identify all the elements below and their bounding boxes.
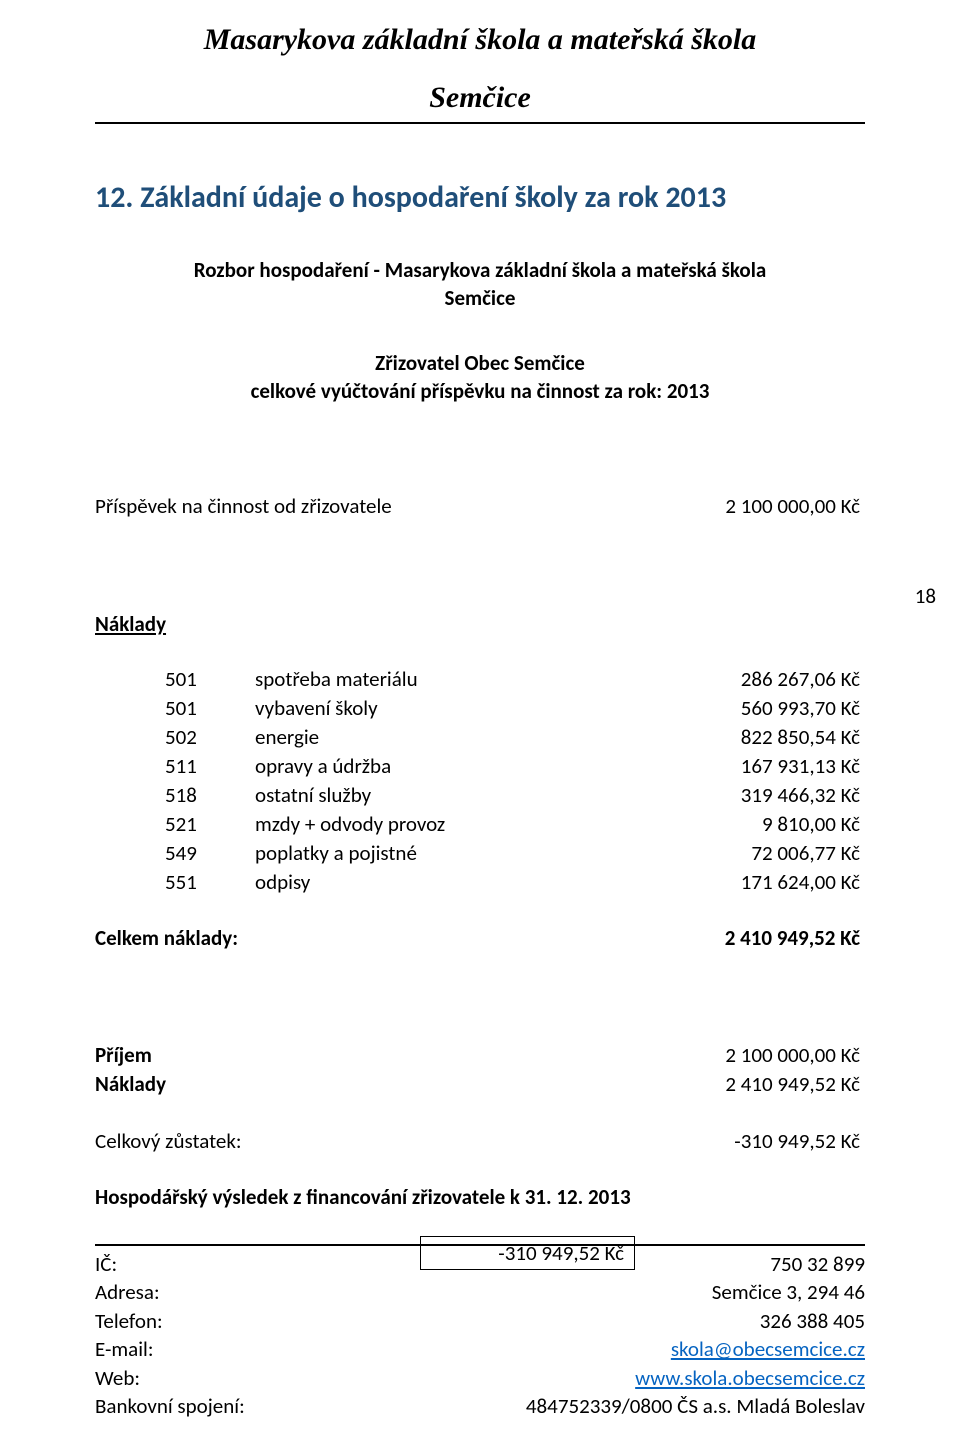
zrizovatel-line2: celkové vyúčtování příspěvku na činnost … [95,377,865,405]
cost-row: 549poplatky a pojistné72 006,77 Kč [95,839,865,868]
footer-value: 750 32 899 [395,1250,865,1279]
cost-desc: mzdy + odvody provoz [255,810,610,839]
prispevek-value: 2 100 000,00 Kč [615,493,860,519]
footer-value: 484752339/0800 ČS a.s. Mladá Boleslav [395,1392,865,1421]
cost-row: 551odpisy171 624,00 Kč [95,868,865,897]
cost-code: 521 [95,810,255,839]
cost-row: 518ostatní služby319 466,32 Kč [95,781,865,810]
footer-row: Web:www.skola.obecsemcice.cz [95,1364,865,1393]
cost-amount: 286 267,06 Kč [610,665,860,694]
subtitle-line1: Rozbor hospodaření - Masarykova základní… [95,256,865,284]
naklady-row: Náklady 2 410 949,52 Kč [95,1070,865,1099]
org-title-line1: Masarykova základní škola a mateřská ško… [95,0,865,58]
cost-amount: 72 006,77 Kč [610,839,860,868]
cost-amount: 9 810,00 Kč [610,810,860,839]
celkem-naklady-row: Celkem náklady: 2 410 949,52 Kč [95,925,865,951]
celkem-naklady-value: 2 410 949,52 Kč [610,925,860,951]
cost-desc: spotřeba materiálu [255,665,610,694]
naklady-sum-value: 2 410 949,52 Kč [610,1070,860,1099]
celkem-naklady-label: Celkem náklady: [95,925,610,951]
cost-code: 551 [95,868,255,897]
footer-link[interactable]: skola@obecsemcice.cz [395,1335,865,1364]
cost-desc: odpisy [255,868,610,897]
cost-table: 501spotřeba materiálu286 267,06 Kč501vyb… [95,665,865,897]
footer-label: E-mail: [95,1335,395,1364]
naklady-heading: Náklady [95,611,865,637]
cost-amount: 560 993,70 Kč [610,694,860,723]
cost-code: 549 [95,839,255,868]
cost-desc: opravy a údržba [255,752,610,781]
cost-desc: vybavení školy [255,694,610,723]
cost-row: 521mzdy + odvody provoz9 810,00 Kč [95,810,865,839]
footer-label: Bankovní spojení: [95,1392,395,1421]
footer-label: Web: [95,1364,395,1393]
footer-divider [95,1244,865,1246]
page-number: 18 [915,583,936,609]
cost-desc: poplatky a pojistné [255,839,610,868]
page: Masarykova základní škola a mateřská ško… [0,0,960,1453]
summary-block: Příjem 2 100 000,00 Kč Náklady 2 410 949… [95,1041,865,1156]
cost-row: 501spotřeba materiálu286 267,06 Kč [95,665,865,694]
cost-desc: ostatní služby [255,781,610,810]
footer-label: IČ: [95,1250,395,1279]
footer-row: Bankovní spojení:484752339/0800 ČS a.s. … [95,1392,865,1421]
cost-code: 501 [95,665,255,694]
cost-amount: 167 931,13 Kč [610,752,860,781]
zustatek-value: -310 949,52 Kč [610,1127,860,1156]
cost-amount: 171 624,00 Kč [610,868,860,897]
cost-code: 501 [95,694,255,723]
prijem-row: Příjem 2 100 000,00 Kč [95,1041,865,1070]
footer-link[interactable]: www.skola.obecsemcice.cz [395,1364,865,1393]
cost-amount: 319 466,32 Kč [610,781,860,810]
footer-row: Adresa:Semčice 3, 294 46 [95,1278,865,1307]
footer-row: IČ:750 32 899 [95,1250,865,1279]
prispevek-row: Příspěvek na činnost od zřizovatele 2 10… [95,493,865,519]
zrizovatel-line1: Zřizovatel Obec Semčice [95,349,865,377]
footer-label: Adresa: [95,1278,395,1307]
footer-value: Semčice 3, 294 46 [395,1278,865,1307]
section-heading: 12. Základní údaje o hospodaření školy z… [95,180,865,216]
subtitle-line2: Semčice [95,284,865,312]
cost-desc: energie [255,723,610,752]
cost-amount: 822 850,54 Kč [610,723,860,752]
cost-code: 502 [95,723,255,752]
prijem-value: 2 100 000,00 Kč [610,1041,860,1070]
prijem-label: Příjem [95,1041,610,1070]
zustatek-row: Celkový zůstatek: -310 949,52 Kč [95,1127,865,1156]
footer-row: Telefon:326 388 405 [95,1307,865,1336]
cost-row: 502energie822 850,54 Kč [95,723,865,752]
zustatek-label: Celkový zůstatek: [95,1127,610,1156]
hv-line: Hospodářský výsledek z financování zřizo… [95,1184,865,1210]
header-divider [95,122,865,124]
org-title-line2: Semčice [95,58,865,116]
footer-row: E-mail:skola@obecsemcice.cz [95,1335,865,1364]
footer-value: 326 388 405 [395,1307,865,1336]
footer-label: Telefon: [95,1307,395,1336]
naklady-sum-label: Náklady [95,1070,610,1099]
cost-row: 501vybavení školy560 993,70 Kč [95,694,865,723]
cost-code: 511 [95,752,255,781]
prispevek-label: Příspěvek na činnost od zřizovatele [95,493,615,519]
cost-row: 511opravy a údržba167 931,13 Kč [95,752,865,781]
footer: IČ:750 32 899Adresa:Semčice 3, 294 46Tel… [95,1244,865,1421]
cost-code: 518 [95,781,255,810]
